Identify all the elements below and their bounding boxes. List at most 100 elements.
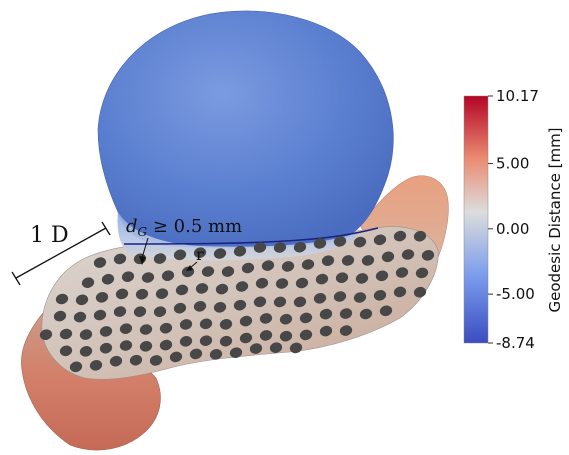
- strut-dot: [313, 293, 327, 304]
- strut-dot: [353, 292, 367, 303]
- strut-dot: [261, 260, 275, 271]
- strut-dot: [313, 238, 327, 249]
- strut-dot: [259, 330, 273, 341]
- strut-dot: [239, 332, 253, 344]
- strut-dot: [93, 257, 107, 268]
- strut-dot: [201, 266, 215, 277]
- strut-dot: [59, 328, 73, 340]
- strut-dot: [229, 347, 243, 358]
- strut-dot: [375, 270, 389, 282]
- strut-dot: [39, 329, 53, 340]
- strut-dot: [379, 305, 393, 317]
- colorbar-tick-label: 0.00: [496, 220, 529, 238]
- strut-dot: [339, 325, 353, 336]
- diameter-bracket: [11, 221, 111, 286]
- strut-dot: [95, 292, 109, 303]
- strut-dot: [99, 342, 113, 354]
- strut-dot: [289, 342, 303, 354]
- strut-dot: [233, 299, 247, 311]
- threshold-symbol: d: [126, 216, 138, 237]
- strut-dot: [415, 267, 429, 279]
- strut-dot: [219, 335, 233, 347]
- strut-dot: [253, 242, 267, 253]
- strut-dot: [159, 339, 173, 351]
- strut-dot: [73, 311, 87, 323]
- strut-dot: [89, 360, 103, 371]
- strut-dot: [179, 336, 193, 347]
- strut-dot: [395, 267, 409, 278]
- strut-dot: [173, 249, 187, 261]
- strut-dot: [189, 348, 203, 360]
- strut-dot: [139, 324, 153, 335]
- strut-dot: [269, 342, 283, 353]
- neck-boundary-line: [123, 227, 379, 245]
- strut-dot: [101, 273, 115, 285]
- strut-dot: [121, 271, 135, 282]
- strut-dot: [169, 351, 183, 363]
- strut-dot: [155, 288, 169, 299]
- strut-dot: [233, 245, 247, 257]
- strut-dot: [293, 241, 307, 253]
- strut-dot: [275, 278, 289, 289]
- strut-dot: [109, 355, 123, 367]
- strut-dot: [79, 329, 93, 340]
- strut-dot: [249, 343, 263, 354]
- strut-dot: [213, 248, 227, 259]
- strut-dot: [199, 335, 213, 346]
- strut-dot: [193, 301, 207, 312]
- strut-dot: [159, 322, 173, 334]
- strut-dot: [279, 330, 293, 342]
- strut-dot: [421, 250, 435, 261]
- strut-dot: [93, 309, 107, 321]
- strut-dot: [335, 272, 349, 283]
- strut-dot: [115, 288, 129, 300]
- diameter-label: 1 D: [30, 223, 69, 248]
- strut-dot: [81, 277, 95, 288]
- strut-dot: [75, 294, 89, 306]
- strut-dot: [133, 306, 147, 317]
- colorbar-tick-label: 10.17: [496, 87, 539, 105]
- strut-dot: [199, 318, 213, 330]
- strut-dot: [149, 355, 163, 366]
- strut-dot: [333, 291, 347, 302]
- strut-dot: [219, 319, 233, 330]
- strut-dot: [319, 325, 333, 337]
- strut-dot: [79, 346, 93, 357]
- strut-dot: [161, 270, 175, 281]
- strut-dot: [153, 306, 167, 317]
- threshold-subscript: G: [138, 225, 148, 239]
- strut-dot: [135, 288, 149, 300]
- colorbar-title: Geodesic Distance [mm]: [546, 127, 564, 312]
- strut-dot: [55, 293, 69, 305]
- strut-dot: [373, 234, 387, 246]
- strut-dot: [119, 340, 133, 351]
- strut-dot: [353, 236, 367, 248]
- threshold-arrow: [139, 237, 149, 265]
- strut-dot: [53, 310, 67, 322]
- strut-dot: [299, 312, 313, 324]
- strut-dot: [361, 255, 375, 266]
- strut-dot: [393, 230, 407, 242]
- strut-dot: [193, 247, 207, 258]
- threshold-label: dG ≥ 0.5 mm: [126, 216, 242, 239]
- strut-dot: [213, 302, 227, 313]
- strut-dot: [241, 262, 255, 274]
- strut-dot: [119, 323, 133, 334]
- colorbar-ticks: 10.17 5.00 0.00 -5.00 -8.74: [488, 87, 539, 352]
- colorbar-tick-label: -5.00: [496, 285, 535, 303]
- colorbar-tick-label: 5.00: [496, 155, 529, 173]
- strut-dot: [209, 349, 223, 360]
- colorbar-tick-label: -8.74: [496, 334, 535, 352]
- strut-dot: [301, 259, 315, 270]
- strut-dot: [239, 315, 253, 327]
- strut-dot: [235, 281, 249, 292]
- strut-dot: [139, 341, 153, 352]
- strut-dot: [401, 249, 415, 260]
- colorbar: [463, 95, 489, 344]
- strut-dot: [413, 230, 427, 242]
- strut-dot: [113, 253, 127, 265]
- strut-dot: [359, 308, 373, 320]
- strut-dot: [173, 302, 187, 314]
- stent-struts: [39, 230, 435, 373]
- strut-dot: [141, 272, 155, 283]
